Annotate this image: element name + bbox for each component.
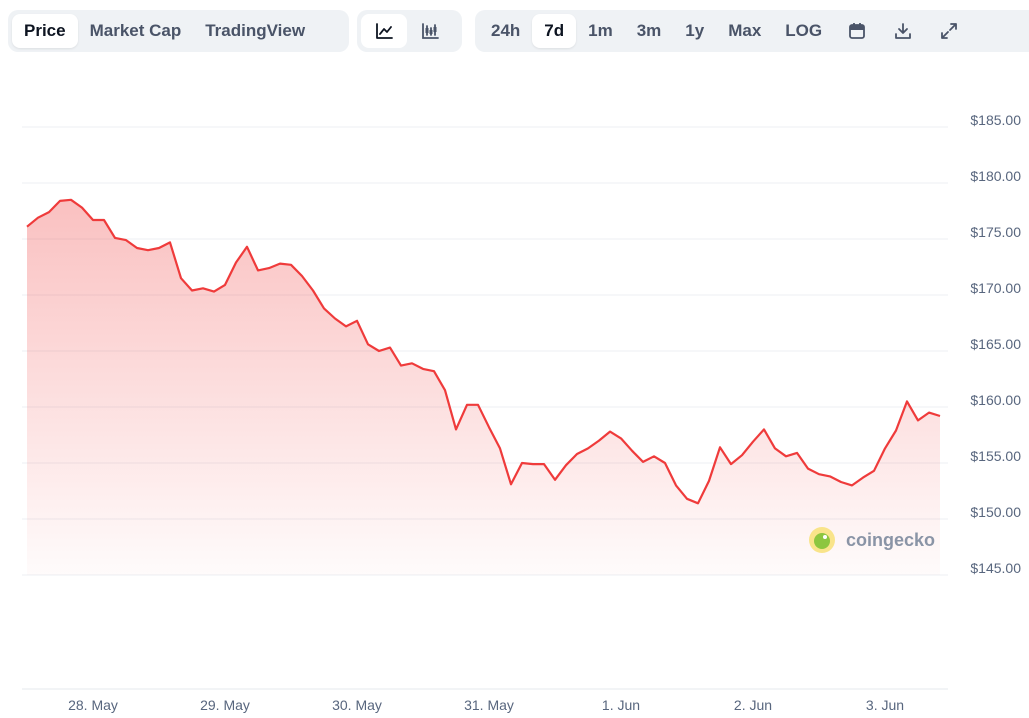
range-tabs: 24h 7d 1m 3m 1y Max LOG: [475, 10, 1029, 52]
range[interactable]: LOG: [785, 21, 823, 40]
logo-inner: [814, 533, 830, 549]
price-line: [26, 198, 941, 505]
fullscreen-button[interactable]: [926, 14, 972, 48]
x-tick-label: 31. May: [464, 697, 514, 713]
watermark-text: coingecko: [846, 530, 935, 550]
tab[interactable]: Market Cap: [89, 21, 182, 40]
line-chart-button[interactable]: [361, 14, 407, 48]
logo-eye: [823, 535, 827, 539]
range[interactable]: Max: [728, 21, 762, 40]
expand-icon: [941, 23, 958, 39]
range[interactable]: 1y: [685, 21, 705, 40]
range[interactable]: 24h: [491, 21, 521, 40]
y-tick-label: $160.00: [970, 392, 1021, 408]
y-tick-label: $175.00: [970, 224, 1021, 240]
x-tick-label: 30. May: [332, 697, 382, 713]
x-tick-label: 28. May: [68, 697, 118, 713]
price-area: [27, 199, 940, 576]
y-tick-label: $170.00: [970, 280, 1021, 296]
range[interactable]: 3m: [636, 21, 662, 40]
x-tick-label: 2. Jun: [734, 697, 772, 713]
candle-chart-button[interactable]: [407, 14, 453, 48]
tab[interactable]: Price: [12, 14, 78, 48]
line-icon: [376, 23, 393, 39]
download-button[interactable]: [880, 14, 926, 48]
x-tick-label: 29. May: [200, 697, 250, 713]
range[interactable]: 1m: [588, 21, 613, 40]
watermark: coingecko: [809, 527, 935, 553]
calendar-icon: [849, 23, 866, 39]
range[interactable]: 7d: [532, 14, 577, 48]
view-tabs: Price Market Cap TradingView: [8, 10, 349, 52]
y-tick-label: $155.00: [970, 448, 1021, 464]
download-icon: [895, 23, 912, 39]
tab[interactable]: TradingView: [205, 21, 306, 40]
y-tick-label: $150.00: [970, 504, 1021, 520]
candle-icon: [422, 23, 439, 39]
x-tick-label: 3. Jun: [866, 697, 904, 713]
y-tick-label: $165.00: [970, 336, 1021, 352]
chart-style: [357, 10, 462, 52]
plot: [26, 198, 941, 576]
y-tick-label: $180.00: [970, 168, 1021, 184]
x-tick-label: 1. Jun: [602, 697, 640, 713]
calendar-button[interactable]: [834, 14, 880, 48]
y-tick-label: $145.00: [970, 560, 1021, 576]
y-tick-label: $185.00: [970, 112, 1021, 128]
